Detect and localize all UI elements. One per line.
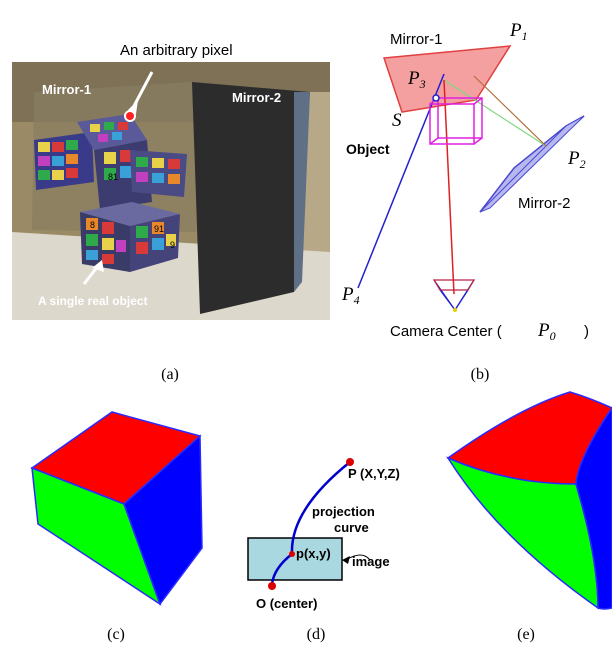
mirror2-surface bbox=[192, 82, 310, 314]
cube-digit: 91 bbox=[154, 224, 164, 234]
mirror2-edge bbox=[294, 92, 310, 292]
arrow-head-object bbox=[92, 260, 104, 272]
ray-red bbox=[443, 79, 455, 295]
ray-brown bbox=[473, 75, 547, 147]
label-curve: curve bbox=[334, 520, 369, 535]
caption-d: (d) bbox=[306, 626, 326, 643]
photo-illustration: 8 91 81 9 Mirror-1 Mirror-2 A single rea… bbox=[12, 62, 330, 320]
label-single-real-object: A single real object bbox=[38, 294, 148, 308]
cube-digit: 9 bbox=[170, 240, 175, 250]
origin-marker bbox=[268, 582, 276, 590]
caption-e: (e) bbox=[517, 626, 535, 643]
panel-e-distorted-cube bbox=[438, 388, 612, 612]
reflected-cube-left bbox=[34, 132, 94, 190]
label-object: Object bbox=[346, 141, 390, 157]
label-camera-center: Camera Center ( bbox=[390, 323, 502, 340]
label-mirror2: Mirror-2 bbox=[232, 90, 281, 105]
panel-d-projection: P (X,Y,Z) projection curve p(x,y) image … bbox=[230, 450, 420, 620]
label-mirror2: Mirror-2 bbox=[518, 195, 571, 212]
panel-a-photo: 8 91 81 9 Mirror-1 Mirror-2 A single rea… bbox=[12, 62, 330, 320]
point-p-marker bbox=[289, 551, 295, 557]
label-P0: P0 bbox=[537, 320, 556, 343]
arbitrary-pixel-marker bbox=[124, 110, 136, 122]
projection-curve bbox=[290, 461, 351, 555]
label-P1: P1 bbox=[509, 20, 528, 43]
camera-center-marker bbox=[453, 308, 457, 312]
label-point-p: p(x,y) bbox=[296, 546, 331, 561]
cube-digit: 81 bbox=[108, 172, 118, 182]
image-pointer-head bbox=[342, 556, 350, 564]
mirror2-plane-edge bbox=[479, 115, 585, 213]
annotation-arbitrary-pixel: An arbitrary pixel bbox=[120, 42, 233, 59]
panel-c-cube bbox=[20, 396, 210, 608]
image-plane bbox=[247, 537, 343, 581]
arrow-to-pixel bbox=[132, 71, 154, 107]
object-box bbox=[429, 97, 483, 145]
label-origin: O (center) bbox=[256, 596, 317, 611]
caption-b: (b) bbox=[470, 366, 490, 383]
distorted-right-face bbox=[575, 406, 612, 610]
cube-digit: 8 bbox=[90, 220, 95, 230]
label-point-P: P (X,Y,Z) bbox=[348, 466, 400, 481]
caption-c: (c) bbox=[107, 626, 125, 643]
label-P3: P3 bbox=[407, 68, 426, 91]
label-mirror1: Mirror-1 bbox=[390, 31, 443, 48]
real-cube: 8 91 81 9 bbox=[80, 172, 180, 272]
projection-curve-lower bbox=[270, 553, 293, 585]
panel-b-diagram: Mirror-1 P1 P3 S Object P2 Mirror-2 P4 C… bbox=[334, 8, 610, 348]
label-mirror1: Mirror-1 bbox=[42, 82, 91, 97]
camera-pyramid-red bbox=[433, 279, 475, 291]
reflected-cube-right bbox=[130, 150, 187, 197]
point-P-marker bbox=[346, 458, 354, 466]
label-projection: projection bbox=[312, 504, 375, 519]
label-image: image bbox=[352, 554, 390, 569]
cube-right-face bbox=[123, 434, 203, 606]
ray-green bbox=[443, 79, 547, 147]
label-P4: P4 bbox=[341, 284, 360, 307]
caption-a: (a) bbox=[161, 366, 179, 383]
label-S: S bbox=[392, 110, 402, 131]
mirror1-plane bbox=[382, 45, 512, 113]
label-P2: P2 bbox=[567, 148, 586, 171]
point-S-marker bbox=[432, 94, 440, 102]
label-camera-close: ) bbox=[584, 323, 589, 340]
